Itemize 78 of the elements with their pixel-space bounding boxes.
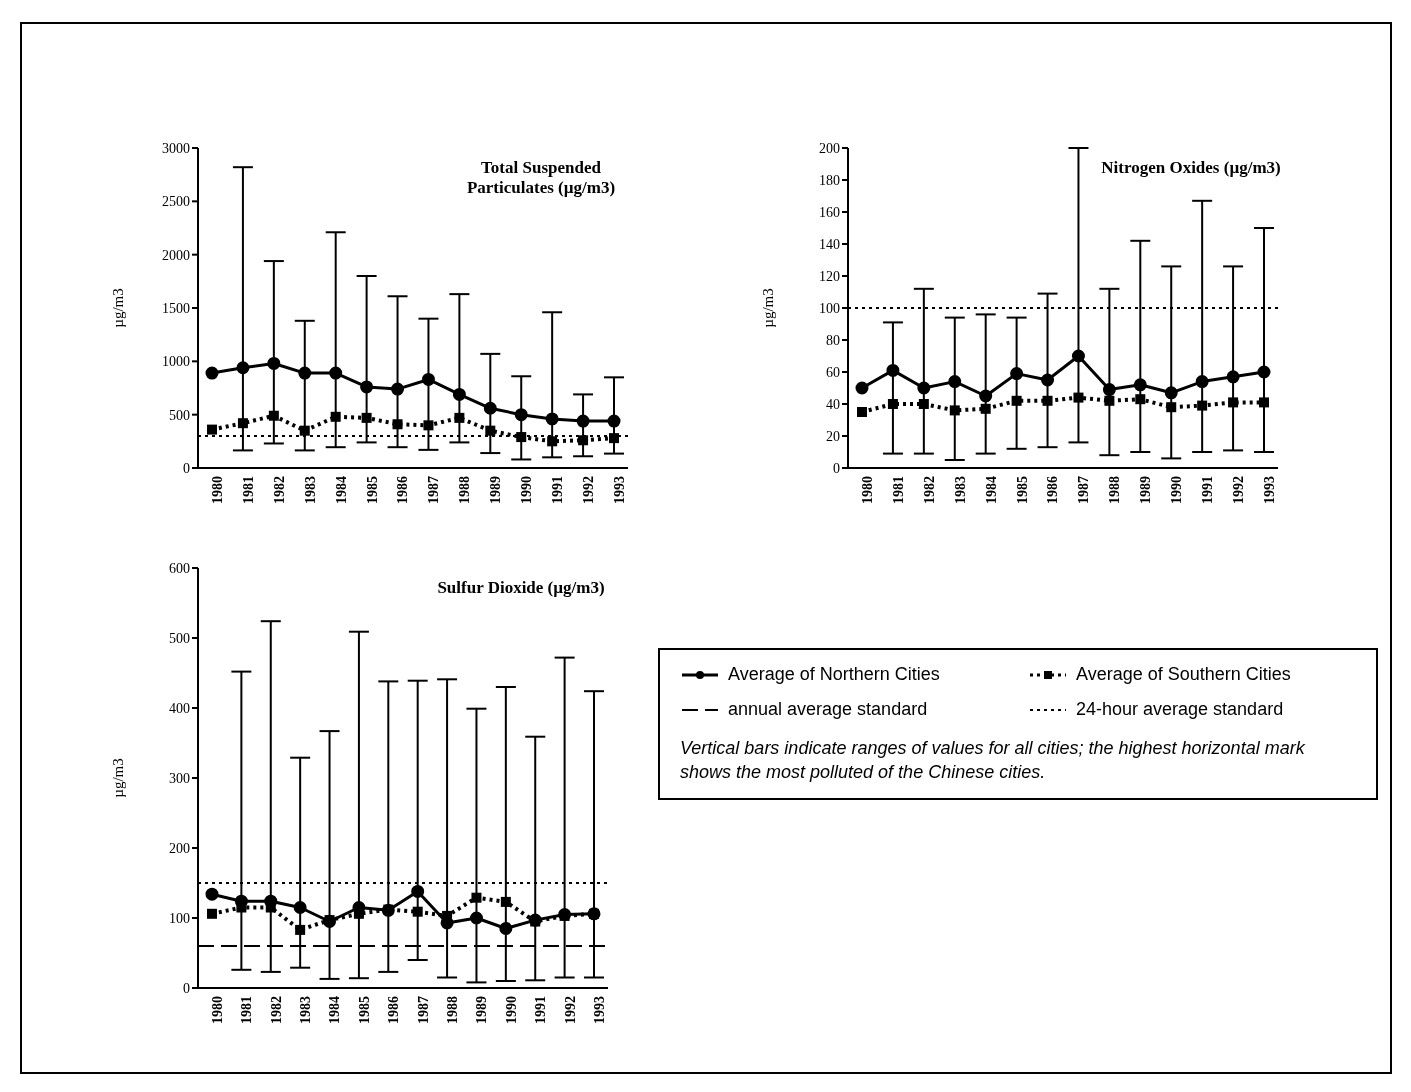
x-tick-label: 1984 — [327, 996, 343, 1024]
x-tick-label: 1986 — [386, 996, 402, 1024]
y-tick-label: 1500 — [162, 300, 190, 316]
x-tick-label: 1991 — [550, 476, 566, 504]
y-tick-label: 500 — [169, 630, 190, 646]
y-tick-label: 2000 — [162, 247, 190, 263]
x-tick-label: 1983 — [952, 476, 968, 504]
x-tick-label: 1981 — [239, 996, 255, 1024]
x-tick-label: 1980 — [209, 476, 225, 504]
legend-label: annual average standard — [728, 699, 928, 719]
x-tick-label: 1993 — [611, 476, 627, 504]
x-tick-label: 1984 — [983, 476, 999, 504]
y-tick-label: 400 — [169, 700, 190, 716]
y-tick-label: 160 — [819, 204, 840, 220]
y-tick-label: 0 — [183, 980, 190, 996]
y-tick-label: 140 — [819, 236, 840, 252]
y-tick-label: 200 — [169, 840, 190, 856]
y-axis-title: µg/m3 — [110, 758, 127, 798]
x-tick-label: 1985 — [364, 476, 380, 504]
x-tick-label: 1991 — [1200, 476, 1216, 504]
x-tick-label: 1989 — [1138, 476, 1154, 504]
x-tick-label: 1981 — [240, 476, 256, 504]
x-tick-label: 1985 — [1014, 476, 1030, 504]
x-tick-label: 1987 — [1076, 476, 1092, 504]
y-tick-label: 500 — [169, 407, 190, 423]
x-tick-label: 1981 — [890, 476, 906, 504]
x-tick-label: 1987 — [415, 996, 431, 1024]
x-tick-label: 1980 — [859, 476, 875, 504]
x-tick-label: 1988 — [445, 996, 461, 1024]
y-tick-label: 100 — [169, 910, 190, 926]
x-tick-label: 1989 — [474, 996, 490, 1024]
x-tick-label: 1983 — [302, 476, 318, 504]
y-tick-label: 80 — [826, 332, 840, 348]
y-tick-label: 20 — [826, 428, 840, 444]
x-tick-label: 1992 — [581, 476, 597, 504]
x-tick-label: 1985 — [356, 996, 372, 1024]
y-tick-label: 100 — [819, 300, 840, 316]
x-tick-label: 1980 — [209, 996, 225, 1024]
x-tick-label: 1992 — [562, 996, 578, 1024]
text: Sulfur Dioxide (µg/m3) — [436, 578, 606, 598]
x-tick-label: 1986 — [1045, 476, 1061, 504]
y-tick-label: 180 — [819, 172, 840, 188]
y-axis-title: µg/m3 — [110, 288, 127, 328]
text: Total Suspended Particulates (µg/m3) — [465, 158, 617, 198]
legend-label: Average of Northern Cities — [728, 664, 940, 684]
x-tick-label: 1992 — [1231, 476, 1247, 504]
y-tick-label: 0 — [833, 460, 840, 476]
x-tick-label: 1982 — [921, 476, 937, 504]
x-tick-label: 1987 — [426, 476, 442, 504]
x-tick-label: 1988 — [1107, 476, 1123, 504]
y-tick-label: 2500 — [162, 194, 190, 210]
y-tick-label: 300 — [169, 770, 190, 786]
x-tick-label: 1993 — [591, 996, 607, 1024]
y-tick-label: 40 — [826, 396, 840, 412]
x-tick-label: 1983 — [298, 996, 314, 1024]
y-tick-label: 1000 — [162, 354, 190, 370]
x-tick-label: 1993 — [1261, 476, 1277, 504]
x-tick-label: 1982 — [268, 996, 284, 1024]
x-tick-label: 1989 — [488, 476, 504, 504]
x-tick-label: 1988 — [457, 476, 473, 504]
legend-label: 24-hour average standard — [1076, 699, 1284, 719]
y-axis-title: µg/m3 — [760, 288, 777, 328]
text: Nitrogen Oxides (µg/m3) — [1100, 158, 1282, 178]
x-tick-label: 1990 — [1169, 476, 1185, 504]
y-tick-label: 600 — [169, 560, 190, 576]
y-tick-label: 3000 — [162, 140, 190, 156]
x-tick-label: 1982 — [271, 476, 287, 504]
x-tick-label: 1990 — [503, 996, 519, 1024]
y-tick-label: 60 — [826, 364, 840, 380]
y-tick-label: 0 — [183, 460, 190, 476]
legend-label: Average of Southern Cities — [1076, 664, 1291, 684]
x-tick-label: 1991 — [533, 996, 549, 1024]
y-tick-label: 200 — [819, 140, 840, 156]
text: Vertical bars indicate ranges of values for all cities; the highest horizontal mark shows the most polluted of the Chinese cities. — [680, 737, 1306, 784]
x-tick-label: 1990 — [519, 476, 535, 504]
x-tick-label: 1986 — [395, 476, 411, 504]
x-tick-label: 1984 — [333, 476, 349, 504]
y-tick-label: 120 — [819, 268, 840, 284]
